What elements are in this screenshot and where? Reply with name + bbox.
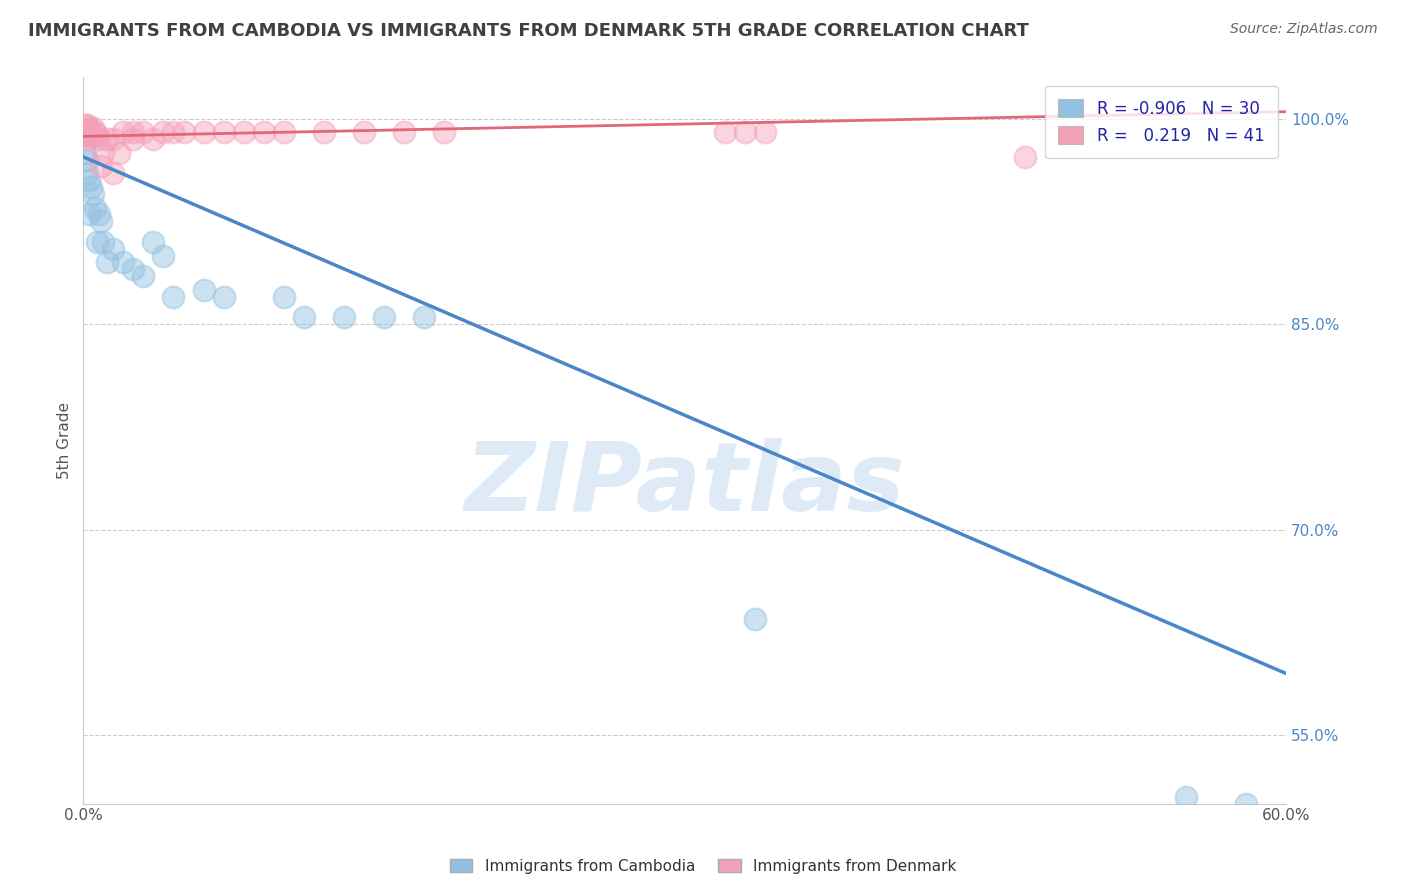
Point	[76, 128, 98, 142]
Point	[75, 122, 97, 136]
Point	[713, 125, 735, 139]
Point	[80, 180, 103, 194]
Point	[112, 255, 135, 269]
Point	[91, 145, 114, 160]
Point	[142, 132, 165, 146]
Point	[122, 125, 145, 139]
Point	[103, 132, 125, 146]
Point	[333, 310, 356, 325]
Point	[152, 249, 174, 263]
Point	[96, 132, 118, 146]
Legend: Immigrants from Cambodia, Immigrants from Denmark: Immigrants from Cambodia, Immigrants fro…	[443, 853, 963, 880]
Point	[193, 283, 215, 297]
Text: IMMIGRANTS FROM CAMBODIA VS IMMIGRANTS FROM DENMARK 5TH GRADE CORRELATION CHART: IMMIGRANTS FROM CAMBODIA VS IMMIGRANTS F…	[28, 22, 1029, 40]
Point	[433, 125, 456, 139]
Point	[91, 235, 114, 249]
Point	[212, 290, 235, 304]
Point	[122, 262, 145, 277]
Point	[413, 310, 436, 325]
Point	[96, 255, 118, 269]
Point	[232, 125, 254, 139]
Point	[76, 119, 98, 133]
Point	[273, 290, 295, 304]
Point	[734, 125, 756, 139]
Point	[253, 125, 276, 139]
Y-axis label: 5th Grade: 5th Grade	[58, 402, 72, 479]
Point	[292, 310, 315, 325]
Point	[89, 132, 111, 146]
Point	[312, 125, 335, 139]
Point	[75, 145, 97, 160]
Point	[132, 125, 155, 139]
Point	[76, 153, 98, 167]
Point	[212, 125, 235, 139]
Point	[162, 125, 184, 139]
Point	[82, 121, 104, 136]
Point	[392, 125, 415, 139]
Point	[76, 166, 98, 180]
Point	[173, 125, 195, 139]
Point	[86, 235, 108, 249]
Legend: R = -0.906   N = 30, R =   0.219   N = 41: R = -0.906 N = 30, R = 0.219 N = 41	[1045, 86, 1278, 158]
Point	[79, 121, 101, 136]
Point	[112, 125, 135, 139]
Point	[79, 207, 101, 221]
Point	[84, 125, 107, 139]
Point	[82, 129, 104, 144]
Point	[152, 125, 174, 139]
Point	[79, 128, 101, 142]
Point	[373, 310, 395, 325]
Point	[84, 201, 107, 215]
Point	[744, 612, 766, 626]
Point	[76, 132, 98, 146]
Text: ZIPatlas: ZIPatlas	[464, 438, 905, 531]
Point	[1174, 789, 1197, 804]
Point	[754, 125, 776, 139]
Point	[122, 132, 145, 146]
Point	[162, 290, 184, 304]
Point	[103, 242, 125, 256]
Point	[75, 128, 97, 142]
Point	[353, 125, 375, 139]
Point	[86, 128, 108, 142]
Point	[132, 269, 155, 284]
Point	[89, 207, 111, 221]
Point	[108, 145, 131, 160]
Point	[1234, 797, 1257, 811]
Point	[79, 173, 101, 187]
Point	[103, 166, 125, 180]
Point	[90, 160, 112, 174]
Point	[1014, 150, 1036, 164]
Point	[142, 235, 165, 249]
Text: Source: ZipAtlas.com: Source: ZipAtlas.com	[1230, 22, 1378, 37]
Point	[193, 125, 215, 139]
Point	[75, 119, 97, 133]
Point	[90, 214, 112, 228]
Point	[80, 125, 103, 139]
Point	[273, 125, 295, 139]
Point	[82, 186, 104, 201]
